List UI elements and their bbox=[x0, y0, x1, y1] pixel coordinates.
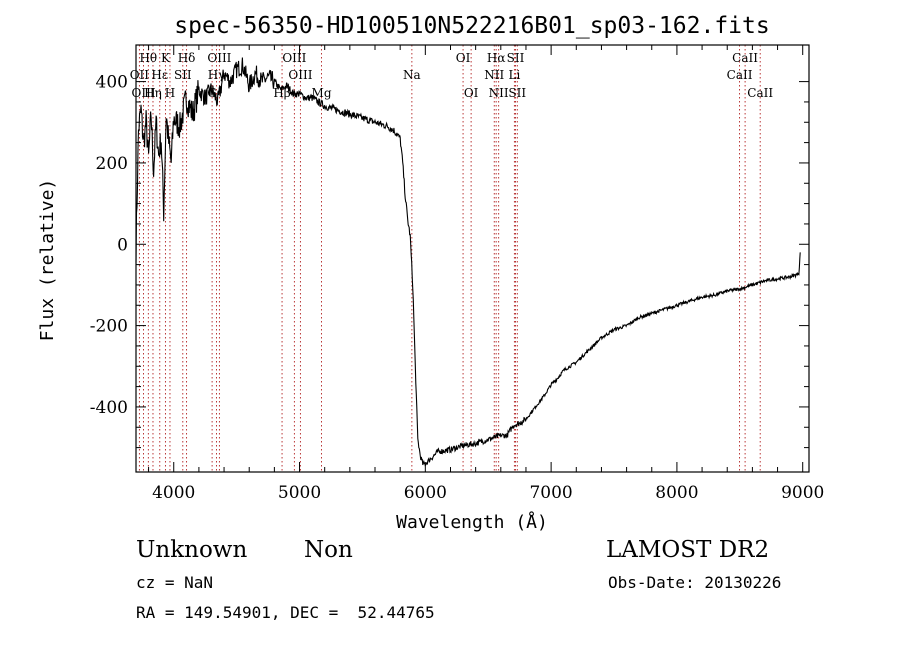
spectral-line-markers bbox=[138, 45, 761, 472]
line-label-15: Mg bbox=[312, 86, 332, 100]
line-label-14: Hβ bbox=[273, 86, 290, 100]
line-label-13: OIII bbox=[288, 68, 312, 82]
line-label-1: OII bbox=[130, 68, 150, 82]
line-label-8: Hδ bbox=[178, 51, 196, 65]
x-tick-label-8000: 8000 bbox=[655, 483, 698, 503]
spectrum-plot: spec-56350-HD100510N522216B01_sp03-162.f… bbox=[37, 13, 824, 533]
line-label-27: CaII bbox=[747, 86, 773, 100]
spectrum-series-line bbox=[135, 57, 801, 468]
chart-title: spec-56350-HD100510N522216B01_sp03-162.f… bbox=[174, 13, 769, 39]
line-label-4: K bbox=[161, 51, 171, 65]
line-label-11: G bbox=[207, 86, 217, 100]
line-label-19: Hα bbox=[487, 51, 506, 65]
y-tick-label-0: 0 bbox=[117, 235, 128, 255]
x-tick-label-9000: 9000 bbox=[781, 483, 824, 503]
x-tick-label-6000: 6000 bbox=[404, 483, 447, 503]
class-label: Unknown bbox=[136, 537, 248, 563]
x-tick-label-4000: 4000 bbox=[152, 483, 195, 503]
line-label-16: Na bbox=[403, 68, 421, 82]
y-tick-label-400: 400 bbox=[96, 73, 128, 93]
subclass-label: Non bbox=[304, 537, 353, 563]
y-axis-label: Flux (relative) bbox=[37, 179, 58, 342]
line-label-25: CaII bbox=[732, 51, 758, 65]
plot-frame bbox=[135, 44, 810, 473]
line-label-3: Hη bbox=[144, 86, 162, 100]
line-label-0: Hθ bbox=[139, 51, 157, 65]
line-label-20: NII bbox=[484, 68, 504, 82]
line-label-24: SII bbox=[508, 86, 526, 100]
line-label-5: Hε bbox=[151, 68, 168, 82]
line-label-10: Hγ bbox=[208, 68, 226, 82]
line-label-26: CaII bbox=[727, 68, 753, 82]
x-tick-label-7000: 7000 bbox=[529, 483, 572, 503]
y-tick-label--400: -400 bbox=[90, 398, 128, 418]
redshift-readout: cz = NaN bbox=[136, 573, 214, 592]
x-axis-label: Wavelength (Å) bbox=[396, 511, 548, 533]
line-label-18: OI bbox=[464, 86, 479, 100]
x-tick-label-5000: 5000 bbox=[278, 483, 321, 503]
line-label-21: NII bbox=[489, 86, 509, 100]
y-tick-label--200: -200 bbox=[90, 317, 128, 337]
line-label-2: OIII bbox=[132, 86, 156, 100]
line-label-7: SII bbox=[174, 68, 192, 82]
survey-label: LAMOST DR2 bbox=[606, 537, 770, 563]
line-label-22: SII bbox=[507, 51, 525, 65]
line-label-12: OIII bbox=[282, 51, 306, 65]
line-label-23: Li bbox=[508, 68, 520, 82]
x-axis: 4000 5000 6000 7000 8000 9000 bbox=[148, 45, 824, 503]
line-label-9: OIII bbox=[207, 51, 231, 65]
y-axis: -400 -200 0 200 400 bbox=[90, 73, 809, 449]
obs-date-readout: Obs-Date: 20130226 bbox=[608, 573, 782, 592]
coordinates-readout: RA = 149.54901, DEC = 52.44765 bbox=[136, 603, 435, 622]
y-tick-label-200: 200 bbox=[96, 154, 128, 174]
line-label-17: OI bbox=[456, 51, 471, 65]
line-label-6: H bbox=[165, 86, 175, 100]
